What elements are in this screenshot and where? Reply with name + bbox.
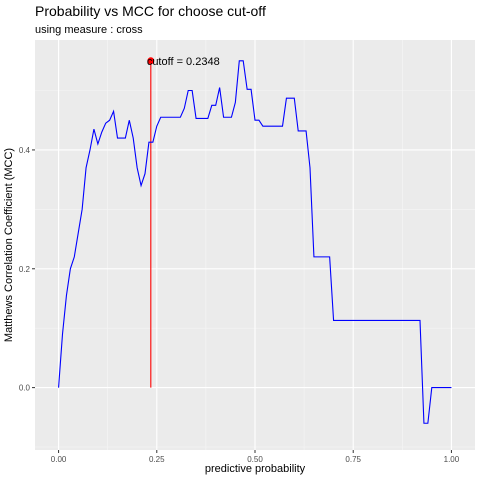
x-tick-label: 0.50 (247, 455, 263, 464)
x-tick-label: 0.25 (149, 455, 165, 464)
x-axis-title: predictive probability (205, 463, 306, 475)
cutoff-point (147, 57, 155, 65)
x-tick-label: 0.75 (345, 455, 361, 464)
major-gridlines (35, 40, 475, 450)
x-tick-label: 0.00 (51, 455, 67, 464)
y-axis-ticks: 0.0 0.2 0.4 (19, 146, 35, 393)
y-tick-label: 0.4 (19, 146, 31, 155)
y-axis-title: Matthews Correlation Coefficient (MCC) (3, 148, 15, 342)
mcc-series-line (58, 60, 452, 424)
y-tick-label: 0.0 (19, 384, 31, 393)
chart-title: Probability vs MCC for choose cut-off (35, 3, 266, 19)
x-tick-label: 1.00 (444, 455, 460, 464)
chart-subtitle: using measure : cross (35, 24, 143, 36)
cutoff-label: cutoff = 0.2348 (147, 56, 220, 68)
x-axis-ticks: 0.00 0.25 0.50 0.75 1.00 (51, 450, 460, 464)
y-tick-label: 0.2 (19, 265, 31, 274)
